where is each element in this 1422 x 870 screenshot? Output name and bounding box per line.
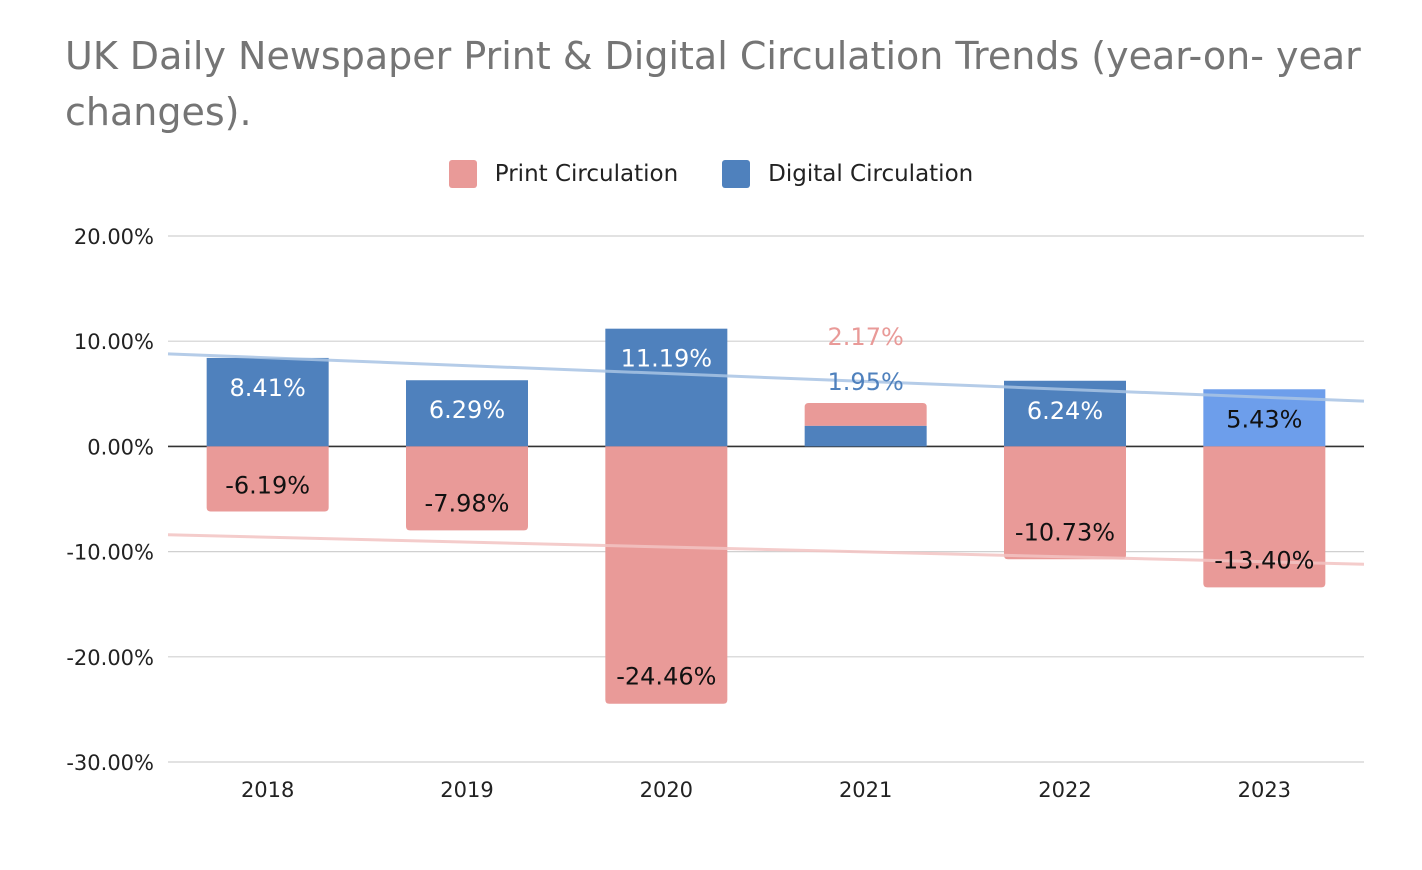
legend-label-print: Print Circulation bbox=[494, 161, 679, 187]
legend-label-digital: Digital Circulation bbox=[768, 161, 974, 187]
legend-item-print[interactable]: Print Circulation bbox=[448, 160, 679, 188]
y-tick-label: -10.00% bbox=[66, 541, 154, 565]
x-tick-label: 2019 bbox=[440, 778, 493, 802]
x-tick-label: 2023 bbox=[1238, 778, 1291, 802]
bar-digital bbox=[206, 357, 329, 447]
bar-print bbox=[206, 446, 329, 512]
data-label-digital: 1.95% bbox=[828, 368, 904, 396]
y-tick-label: -30.00% bbox=[66, 751, 154, 775]
bar-digital bbox=[605, 328, 728, 447]
data-label-print: -7.98% bbox=[425, 489, 510, 517]
data-label-digital: 6.24% bbox=[1027, 397, 1103, 425]
y-tick-label: 20.00% bbox=[74, 225, 154, 249]
y-tick-label: -20.00% bbox=[66, 646, 154, 670]
bar-digital bbox=[406, 380, 528, 447]
data-label-print: -6.19% bbox=[225, 472, 310, 500]
x-tick-label: 2018 bbox=[241, 778, 294, 802]
data-label-digital: 6.29% bbox=[429, 396, 505, 424]
trendline-print bbox=[167, 533, 1365, 566]
bar-digital bbox=[804, 425, 927, 447]
bar-print bbox=[1203, 446, 1326, 588]
y-tick-label: 10.00% bbox=[74, 330, 154, 354]
bar-print bbox=[804, 403, 927, 426]
legend-item-digital[interactable]: Digital Circulation bbox=[722, 160, 973, 188]
y-tick-label: 0.00% bbox=[87, 435, 154, 459]
legend-swatch-print bbox=[448, 160, 477, 188]
data-label-print: -10.73% bbox=[1015, 518, 1115, 546]
data-label-print: -24.46% bbox=[616, 663, 716, 691]
trendline-digital bbox=[167, 352, 1365, 403]
chart-title: UK Daily Newspaper Print & Digital Circu… bbox=[65, 34, 1361, 134]
bar-print bbox=[406, 446, 528, 531]
bar-print bbox=[1004, 446, 1126, 560]
data-label-print: 2.17% bbox=[828, 323, 904, 351]
bar-print bbox=[605, 446, 728, 704]
data-label-digital: 8.41% bbox=[230, 374, 306, 402]
x-tick-label: 2022 bbox=[1038, 778, 1091, 802]
legend-swatch-digital bbox=[722, 160, 751, 188]
x-tick-label: 2021 bbox=[839, 778, 892, 802]
x-tick-label: 2020 bbox=[640, 778, 693, 802]
data-label-print: -13.40% bbox=[1214, 546, 1314, 574]
data-label-digital: 11.19% bbox=[621, 345, 713, 373]
chart-legend: Print Circulation Digital Circulation bbox=[0, 160, 1422, 188]
data-label-digital: 5.43% bbox=[1226, 405, 1302, 433]
